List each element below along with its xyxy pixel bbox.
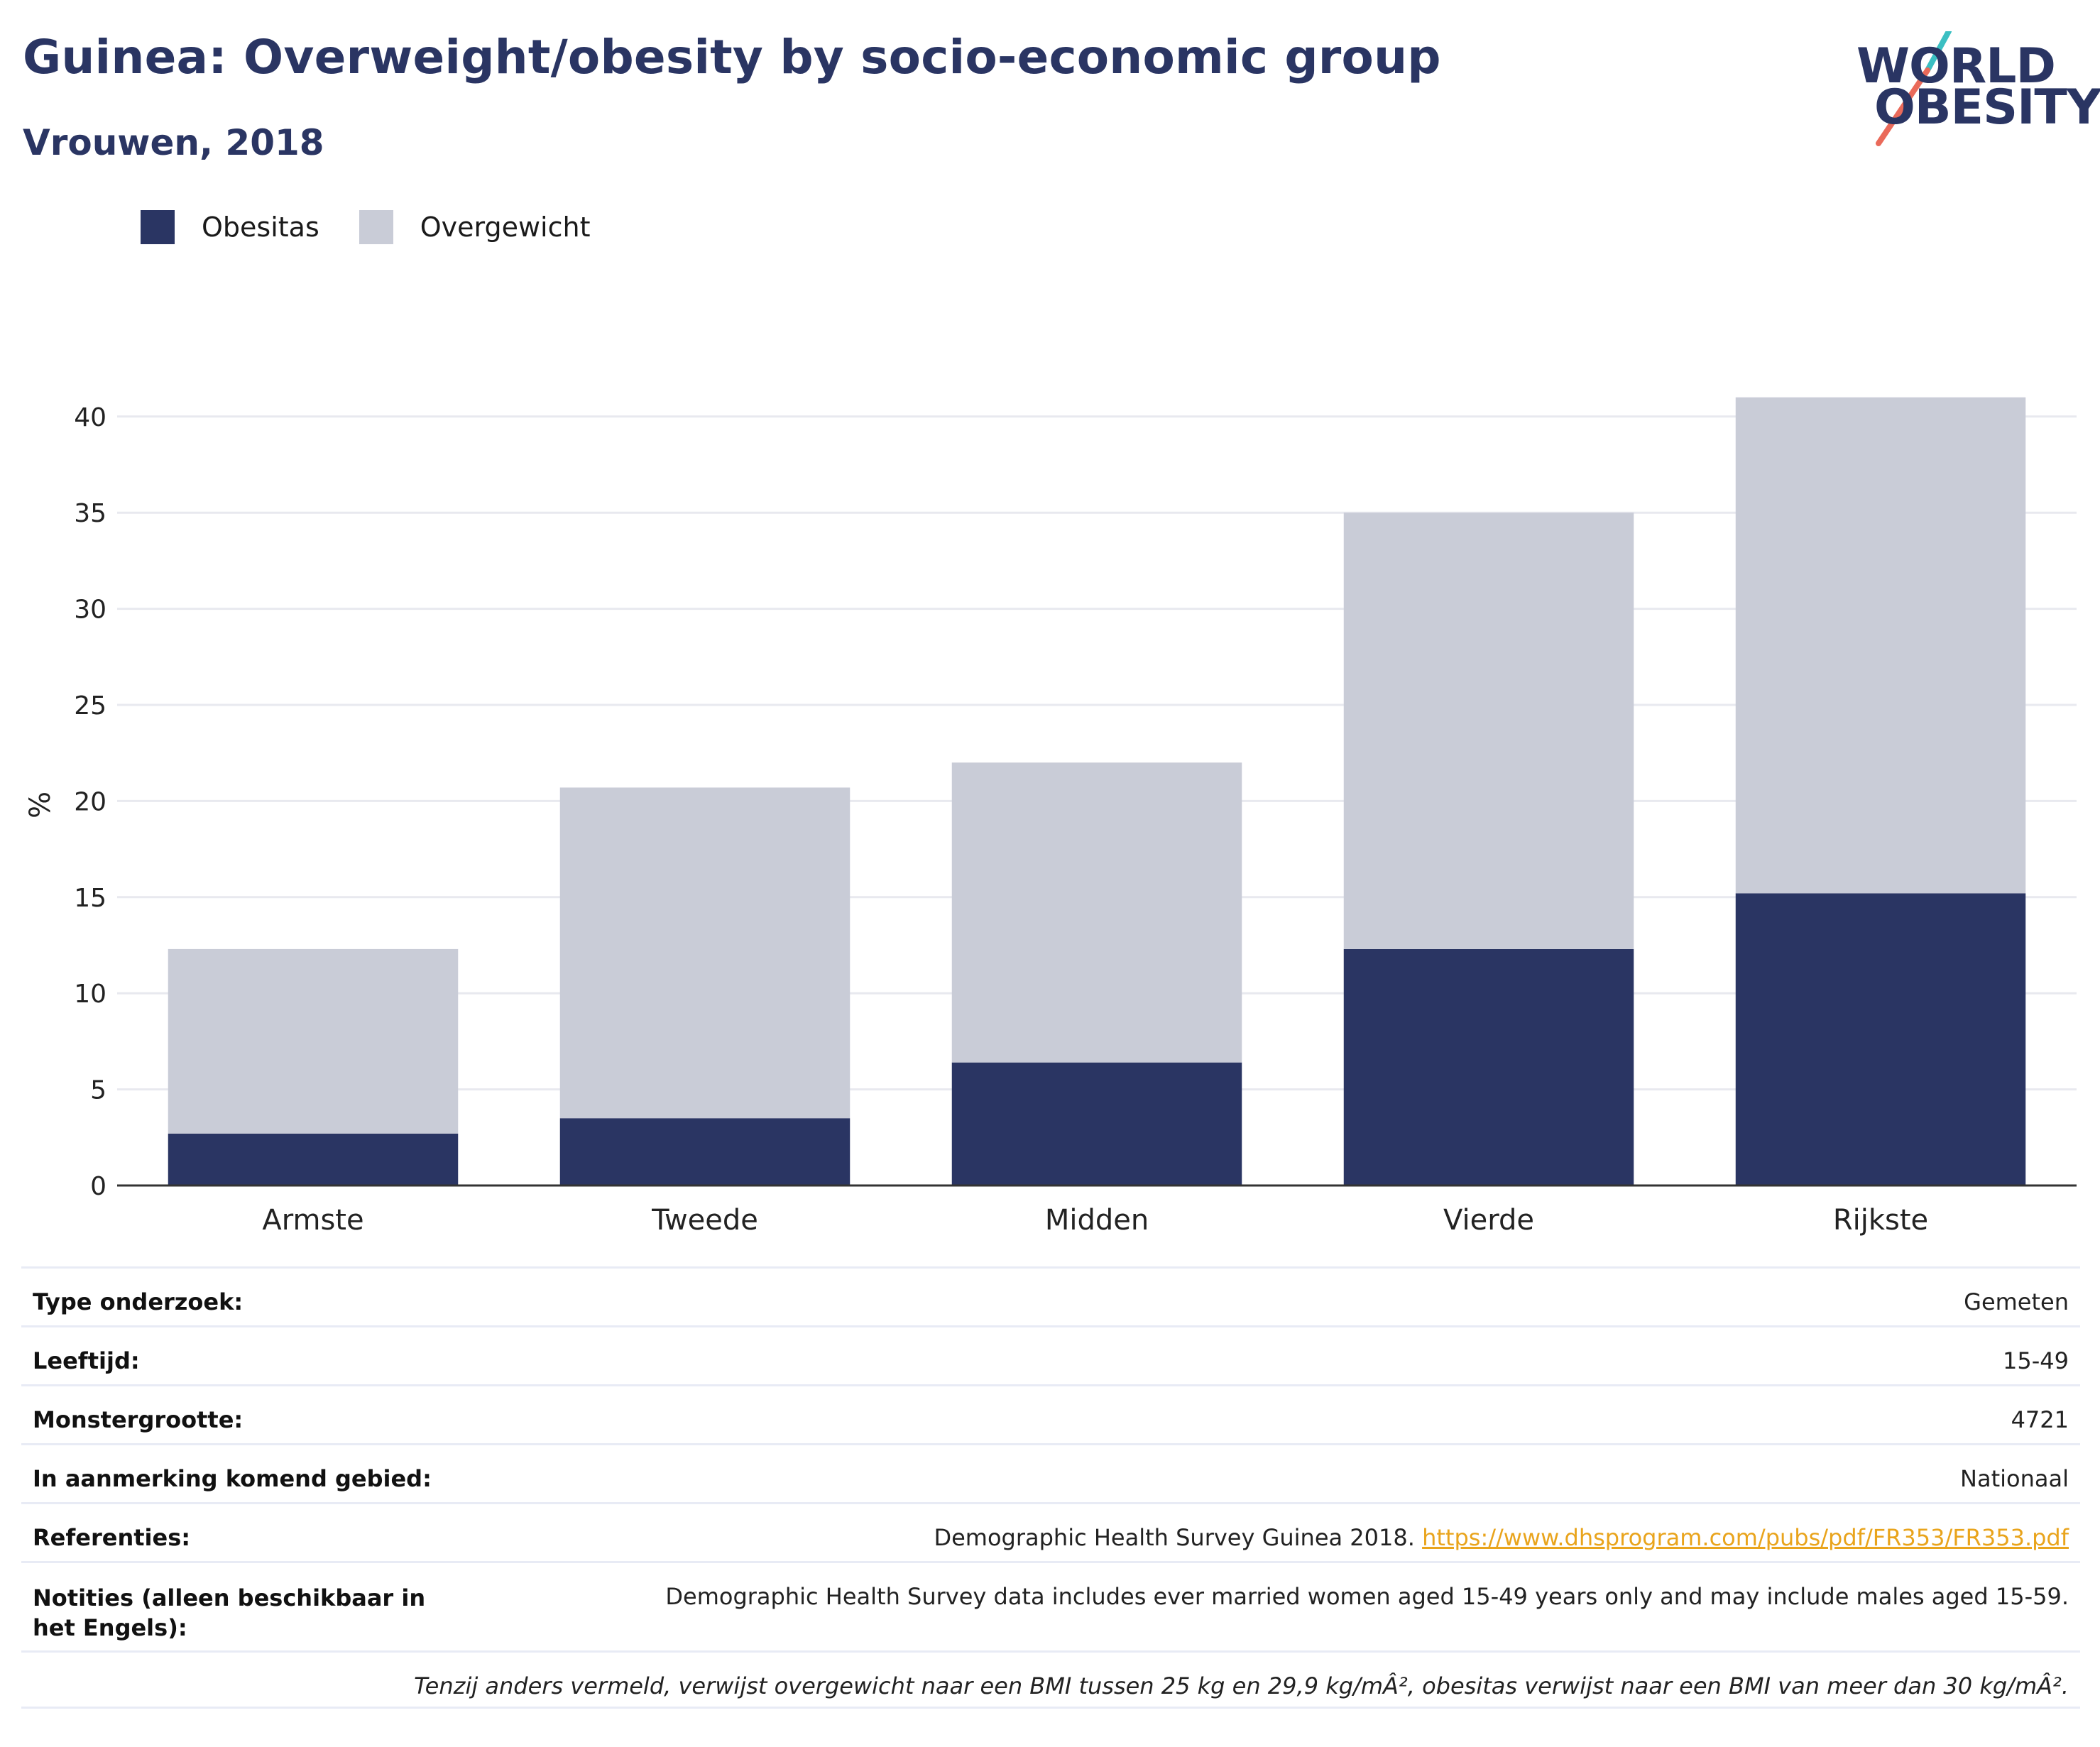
x-tick-label: Armste <box>262 1204 363 1237</box>
meta-row-age: Leeftijd: 15-49 <box>21 1325 2080 1384</box>
page-subtitle: Vrouwen, 2018 <box>23 122 324 163</box>
bar-obesity <box>168 1133 459 1185</box>
bar-obesity <box>951 1062 1242 1185</box>
meta-value: Nationaal <box>1960 1465 2069 1492</box>
bar-overweight <box>951 762 1242 1063</box>
meta-row-notes: Notities (alleen beschikbaar in het Enge… <box>21 1561 2080 1650</box>
meta-key: Monstergrootte: <box>33 1406 244 1433</box>
meta-key: Type onderzoek: <box>33 1288 244 1315</box>
x-tick-label: Vierde <box>1443 1204 1534 1237</box>
logo-line-obesity: OBESITY <box>1874 80 2100 136</box>
meta-value: Demographic Health Survey Guinea 2018. h… <box>934 1524 2069 1551</box>
reference-text: Demographic Health Survey Guinea 2018. <box>934 1524 1415 1551</box>
meta-key: Referenties: <box>33 1524 191 1551</box>
y-tick-label: 0 <box>90 1172 106 1201</box>
world-obesity-logo: WORLD OBESITY <box>1853 31 2100 152</box>
meta-key: Leeftijd: <box>33 1347 140 1374</box>
legend-item-overweight[interactable]: Overgewicht <box>359 210 591 244</box>
meta-row-survey-type: Type onderzoek: Gemeten <box>21 1266 2080 1325</box>
meta-row-references: Referenties: Demographic Health Survey G… <box>21 1502 2080 1561</box>
meta-key: In aanmerking komend gebied: <box>33 1465 432 1492</box>
bar-overweight <box>1343 513 1634 949</box>
meta-value: 4721 <box>2011 1406 2069 1433</box>
page-title: Guinea: Overweight/obesity by socio-econ… <box>23 30 1441 84</box>
footnote-text: Tenzij anders vermeld, verwijst overgewi… <box>414 1672 2069 1699</box>
logo-slash-icon <box>1876 31 1952 146</box>
chart-legend: Obesitas Overgewicht <box>141 210 630 244</box>
y-tick-label: 30 <box>74 596 106 625</box>
y-tick-label: 10 <box>74 980 106 1009</box>
y-tick-label: 35 <box>74 499 106 528</box>
meta-row-area: In aanmerking komend gebied: Nationaal <box>21 1443 2080 1502</box>
meta-row-footnote: Tenzij anders vermeld, verwijst overgewi… <box>21 1650 2080 1709</box>
y-tick-label: 5 <box>90 1076 106 1105</box>
x-tick-label: Tweede <box>651 1204 758 1237</box>
bar-obesity <box>1343 948 1634 1185</box>
meta-value: Gemeten <box>1964 1288 2069 1315</box>
meta-key: Notities (alleen beschikbaar in het Enge… <box>33 1584 426 1642</box>
stacked-bar-chart: 0 5 10 15 20 25 30 35 40% Armste Tweede Midden Vierd… <box>24 397 2077 1237</box>
legend-label-obesity: Obesitas <box>202 212 319 243</box>
metadata-table: Type onderzoek: Gemeten Leeftijd: 15-49 … <box>21 1266 2080 1709</box>
reference-link[interactable]: https://www.dhsprogram.com/pubs/pdf/FR35… <box>1422 1524 2069 1551</box>
legend-swatch-obesity <box>141 210 175 244</box>
meta-value: Demographic Health Survey data includes … <box>665 1583 2069 1610</box>
x-tick-label: Rijkste <box>1833 1204 1928 1237</box>
legend-swatch-overweight <box>359 210 393 244</box>
bar-obesity <box>559 1118 851 1185</box>
y-tick-label: 20 <box>74 787 106 816</box>
bar-obesity <box>1735 893 2026 1185</box>
y-tick-label: 40 <box>74 403 106 432</box>
legend-item-obesity[interactable]: Obesitas <box>141 210 319 244</box>
meta-row-sample-size: Monstergrootte: 4721 <box>21 1384 2080 1443</box>
bar-overweight <box>1735 397 2026 894</box>
y-tick-label: 25 <box>74 691 106 721</box>
y-tick-label: 15 <box>74 884 106 913</box>
bar-overweight <box>168 948 459 1134</box>
x-tick-label: Midden <box>1045 1204 1149 1237</box>
y-axis-label: % <box>24 792 57 818</box>
meta-value: 15-49 <box>2003 1347 2069 1374</box>
logo-line-world: WORLD <box>1856 38 2056 94</box>
legend-label-overweight: Overgewicht <box>420 212 591 243</box>
bar-overweight <box>559 787 851 1119</box>
